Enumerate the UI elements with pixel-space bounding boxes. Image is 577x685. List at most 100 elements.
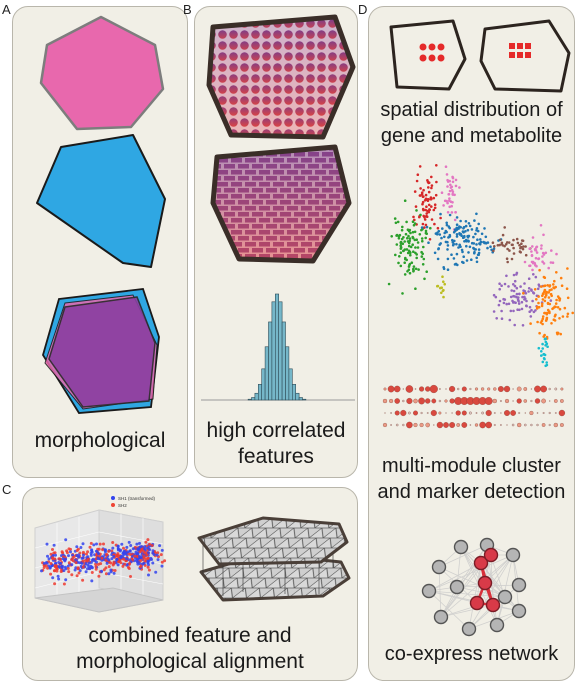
dot-plot-marker (408, 411, 411, 415)
umap-point (415, 209, 418, 212)
umap-point (520, 307, 524, 311)
umap-point (436, 284, 439, 288)
umap-point (422, 257, 426, 261)
scatter-point (134, 559, 138, 563)
umap-point (517, 296, 520, 299)
scatter-point (70, 573, 74, 577)
scatter-point (40, 569, 43, 573)
umap-point (435, 164, 438, 167)
scatter-point (71, 556, 75, 559)
umap-point (500, 284, 503, 288)
umap-cluster-plot (387, 164, 574, 368)
umap-point (531, 236, 535, 239)
umap-point (403, 261, 406, 264)
umap-point (425, 225, 429, 229)
umap-point (498, 287, 501, 291)
umap-point (440, 236, 443, 240)
dot-plot-marker (429, 384, 438, 394)
scatter-point (135, 542, 139, 546)
umap-point (441, 227, 444, 230)
scatter-point (131, 554, 134, 558)
dot-plot-marker (484, 397, 493, 405)
umap-point (430, 184, 434, 187)
network-node-highlight (483, 547, 499, 563)
dot-plot-marker (548, 411, 551, 415)
scatter-point (138, 555, 141, 558)
scatter-point (110, 557, 114, 561)
umap-point (512, 283, 515, 286)
umap-point (542, 233, 545, 237)
panel-a-caption: morphological (34, 429, 166, 452)
umap-point (518, 308, 521, 312)
scatter-point (49, 562, 53, 565)
histogram-bar (281, 321, 286, 401)
umap-point (537, 295, 540, 298)
scatter-point (82, 553, 85, 557)
umap-point (442, 295, 445, 299)
umap-point (427, 210, 431, 214)
umap-point (541, 360, 545, 364)
umap-point (424, 208, 427, 212)
umap-point (532, 292, 536, 295)
umap-point (411, 235, 414, 239)
umap-point (556, 331, 560, 335)
umap-point (475, 256, 478, 260)
umap-point (465, 244, 468, 248)
scatter-point (115, 557, 119, 561)
umap-point (518, 292, 521, 296)
umap-point (531, 299, 534, 303)
scatter-point (42, 566, 46, 569)
umap-point (454, 211, 457, 214)
umap-point (455, 216, 459, 219)
3d-scatter-plot: SH1 (transformed) SH2 (34, 496, 167, 613)
umap-point (541, 292, 545, 295)
dot-plot-marker (510, 410, 516, 416)
umap-point (421, 239, 424, 243)
scatter-point (129, 544, 133, 547)
scatter-point (122, 546, 125, 550)
umap-point (405, 258, 408, 262)
umap-point (548, 311, 551, 315)
umap-point (495, 317, 498, 320)
umap-point (448, 213, 452, 217)
dot-plot-marker (554, 387, 558, 391)
network-node (505, 547, 521, 563)
dot-plot-marker (481, 411, 484, 415)
histogram-bar (298, 397, 303, 401)
umap-point (412, 270, 415, 273)
dot-plot-marker (500, 424, 502, 426)
spatial-distribution-shapes (389, 19, 571, 93)
dot-plot-marker (390, 412, 392, 414)
dot-plot-marker (390, 424, 392, 426)
scatter-point (49, 552, 53, 556)
dot-plot-marker (461, 410, 467, 416)
scatter-point (60, 566, 64, 570)
scatter-point (77, 571, 81, 575)
umap-point (441, 289, 445, 293)
umap-point (413, 238, 417, 242)
panel-d-caption2-line1: multi-module cluster (382, 455, 561, 477)
dot-plot-marker (558, 409, 566, 417)
umap-point (527, 290, 530, 293)
umap-point (553, 315, 557, 318)
umap-point (512, 252, 516, 255)
dot-plot-marker (402, 388, 404, 390)
dot-plot-marker (560, 387, 564, 391)
umap-point (555, 298, 558, 302)
scatter-point (160, 548, 164, 552)
umap-point (544, 344, 547, 347)
umap-point (467, 240, 470, 243)
umap-point (430, 197, 433, 201)
scatter-point (107, 549, 111, 553)
scatter-point (112, 571, 116, 575)
umap-point (538, 268, 541, 272)
scatter-point (163, 559, 167, 563)
scatter-point (64, 557, 68, 561)
umap-point (419, 213, 422, 217)
umap-point (515, 273, 518, 276)
scatter-point (109, 568, 113, 572)
umap-point (491, 241, 495, 244)
network-node (511, 577, 527, 593)
scatter-point (128, 562, 132, 565)
scatter-point (148, 548, 152, 552)
